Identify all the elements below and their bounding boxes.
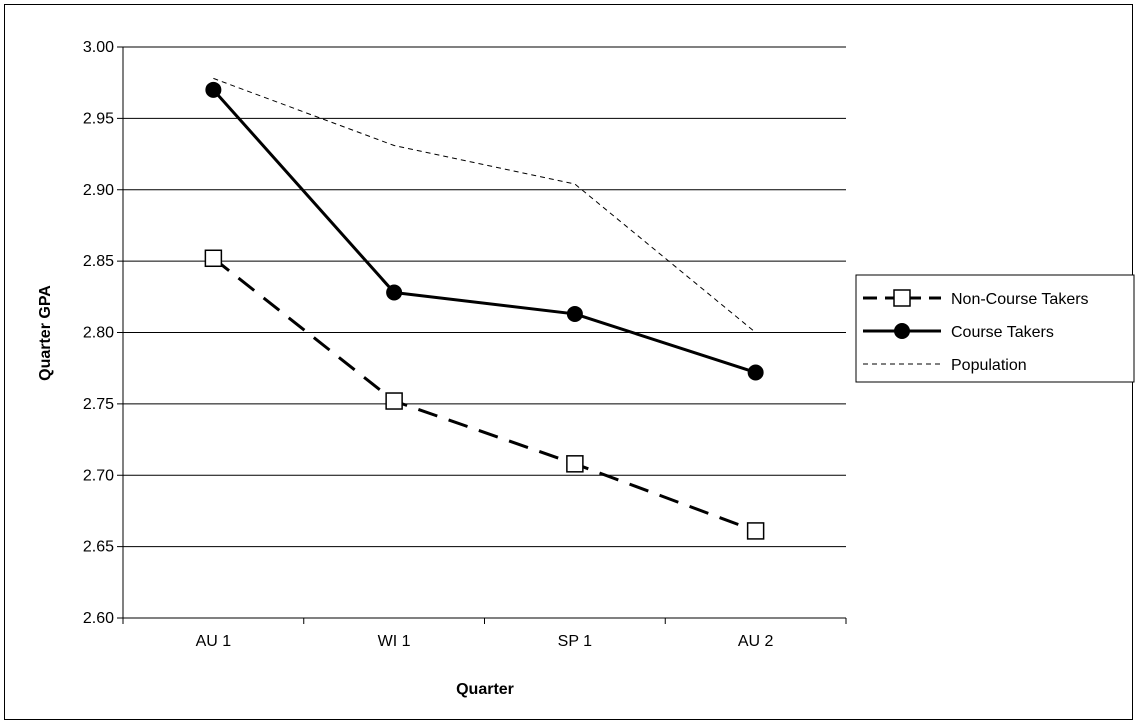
y-tick-label: 2.95 <box>83 110 114 127</box>
x-tick-label: SP 1 <box>558 633 593 650</box>
x-axis-title: Quarter <box>456 681 514 698</box>
y-tick-label: 2.70 <box>83 467 114 484</box>
x-tick-label: AU 2 <box>738 633 774 650</box>
data-point <box>204 249 223 268</box>
y-tick-label: 2.85 <box>83 253 114 270</box>
data-point <box>205 81 222 98</box>
data-point <box>566 305 583 322</box>
series-lines <box>212 77 757 533</box>
y-tick-label: 2.75 <box>83 396 114 413</box>
y-tick-label: 2.90 <box>83 182 114 199</box>
axes <box>117 46 847 624</box>
y-tick-label: 2.65 <box>83 539 114 556</box>
series-line-population <box>213 77 756 333</box>
series-line-non-course-takers <box>212 257 757 533</box>
y-tick-label: 3.00 <box>83 39 114 56</box>
legend-marker <box>893 289 911 307</box>
y-axis-title: Quarter GPA <box>37 285 54 381</box>
gridlines <box>123 46 846 548</box>
series-line-course-takers <box>212 88 757 374</box>
legend-marker <box>894 323 910 339</box>
data-point <box>747 364 764 381</box>
y-tick-label: 2.60 <box>83 610 114 627</box>
legend-label: Population <box>951 357 1027 374</box>
axis-labels: 2.60 2.65 2.70 2.75 2.80 2.85 2.90 2.95 3.00 AU 1… <box>83 39 774 650</box>
y-tick-label: 2.80 <box>83 325 114 342</box>
data-point <box>746 522 765 540</box>
legend-label: Course Takers <box>951 324 1054 341</box>
data-point <box>566 455 584 473</box>
series-markers <box>204 81 765 540</box>
x-tick-label: AU 1 <box>196 633 232 650</box>
data-point <box>386 284 403 301</box>
data-point <box>385 392 403 410</box>
x-tick-label: WI 1 <box>378 633 411 650</box>
legend: Non-Course Takers Course Takers Population <box>855 274 1135 383</box>
legend-label: Non-Course Takers <box>951 291 1089 308</box>
